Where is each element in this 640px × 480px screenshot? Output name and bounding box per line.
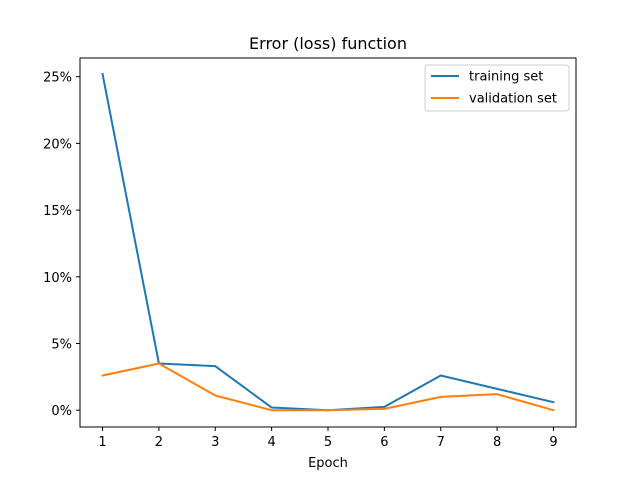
- x-tick-label: 2: [155, 435, 163, 450]
- legend: training set validation set: [424, 64, 570, 112]
- x-tick-label: 1: [98, 435, 106, 450]
- series-line-validation-set: [101, 362, 555, 412]
- x-tick-label: 6: [380, 435, 388, 450]
- x-tick-label: 7: [437, 435, 445, 450]
- x-tick-label: 5: [324, 435, 332, 450]
- x-axis-label: Epoch: [308, 456, 348, 471]
- x-tick-label: 4: [267, 435, 275, 450]
- x-tick-label: 3: [211, 435, 219, 450]
- y-tick-label: 15%: [43, 204, 72, 219]
- chart-title: Error (loss) function: [249, 34, 407, 53]
- x-tick-label: 8: [493, 435, 501, 450]
- y-tick-label: 10%: [43, 271, 72, 286]
- y-axis: 0% 5% 10% 15% 20% 25%: [43, 71, 80, 419]
- x-axis: 1 2 3 4 5 6 7 8 9: [98, 427, 558, 450]
- plot-area-frame: [79, 57, 577, 428]
- legend-label-validation-set: validation set: [469, 92, 557, 107]
- y-tick-label: 5%: [51, 337, 72, 352]
- y-tick-label: 25%: [43, 71, 72, 86]
- x-tick-label: 9: [549, 435, 557, 450]
- series-line-training-set: [101, 72, 555, 412]
- y-tick-label: 20%: [43, 137, 72, 152]
- legend-label-training-set: training set: [469, 70, 543, 85]
- y-tick-label: 0%: [51, 404, 72, 419]
- series-layer: [101, 72, 555, 412]
- legend-box: [424, 64, 570, 112]
